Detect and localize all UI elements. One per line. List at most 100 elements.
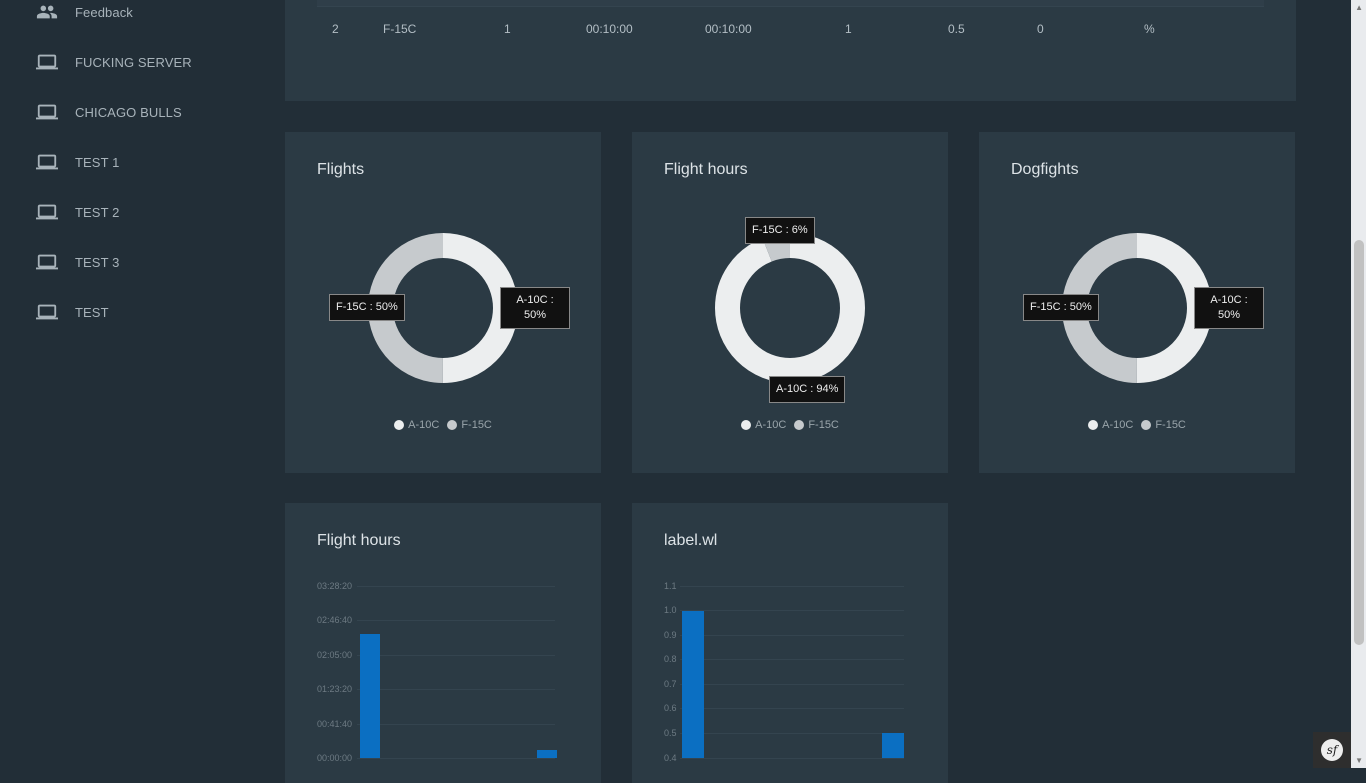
symfony-toolbar-toggle[interactable]: sf <box>1313 732 1351 768</box>
legend-label: F-15C <box>461 419 492 431</box>
card-title: Flights <box>317 161 365 178</box>
legend-item[interactable]: A-10C <box>741 419 786 431</box>
chart-tooltip: F-15C : 50% <box>329 294 405 321</box>
tooltip-line: 50% <box>523 309 547 321</box>
card-title: Flight hours <box>317 532 401 549</box>
table-cell: F-15C <box>383 22 417 36</box>
bar-f15c[interactable] <box>882 733 904 758</box>
y-tick-label: 1.1 <box>664 581 677 591</box>
y-tick-label: 0.6 <box>664 703 677 713</box>
dogfights-donut-card: Dogfights F-15C : 50% A-10C : 50% A-10C … <box>979 132 1295 473</box>
card-title: label.wl <box>664 532 718 549</box>
chart-tooltip: F-15C : 6% <box>745 217 815 244</box>
y-tick-label: 0.8 <box>664 654 677 664</box>
sidebar-item-fucking-server[interactable]: FUCKING SERVER <box>0 37 270 87</box>
legend-swatch <box>794 420 805 430</box>
legend-label: A-10C <box>1102 419 1134 431</box>
table-header-edge <box>317 0 1264 7</box>
gridline <box>357 620 555 621</box>
gridline <box>357 655 555 656</box>
sidebar-item-feedback[interactable]: Feedback <box>0 0 270 37</box>
sidebar-item-label: FUCKING SERVER <box>75 54 192 70</box>
gridline <box>357 724 555 725</box>
donut-slice-f15c[interactable] <box>715 233 865 383</box>
legend-item[interactable]: F-15C <box>1141 419 1186 431</box>
tooltip-line: A-10C : <box>1210 294 1248 306</box>
y-tick-label: 01:23:20 <box>317 684 353 694</box>
bar-f15c[interactable] <box>537 750 557 758</box>
y-tick-label: 00:00:00 <box>317 753 353 763</box>
legend-swatch <box>1088 420 1099 430</box>
flights-donut-card: Flights F-15C : 50% A-10C : 50% A-10C F-… <box>285 132 601 473</box>
legend-label: F-15C <box>1155 419 1186 431</box>
sidebar-item-label: TEST 2 <box>75 204 120 220</box>
y-tick-label: 00:41:40 <box>317 719 353 729</box>
chart-tooltip: A-10C : 94% <box>769 376 846 403</box>
legend-item[interactable]: A-10C <box>394 419 439 431</box>
sidebar-item-label: CHICAGO BULLS <box>75 104 182 120</box>
sidebar-item-label: TEST 1 <box>75 154 120 170</box>
sidebar-item-label: TEST 3 <box>75 254 120 270</box>
card-title: Dogfights <box>1011 161 1079 178</box>
gridline <box>680 586 904 587</box>
chart-tooltip: A-10C : 50% <box>500 287 570 329</box>
chart-legend: A-10C F-15C <box>632 419 948 431</box>
sidebar-item-test-1[interactable]: TEST 1 <box>0 137 270 187</box>
table-cell: 1 <box>845 22 852 36</box>
table-cell: 2 <box>332 22 339 36</box>
sidebar-item-test[interactable]: TEST <box>0 287 270 337</box>
scroll-down-arrow-icon[interactable]: ▼ <box>1355 756 1363 765</box>
scroll-up-arrow-icon[interactable]: ▲ <box>1355 3 1363 12</box>
flight-hours-bar-card: Flight hours 03:28:20 02:46:40 02:05:00 … <box>285 503 601 783</box>
sidebar-item-chicago-bulls[interactable]: CHICAGO BULLS <box>0 87 270 137</box>
flight-hours-donut-chart <box>715 233 865 383</box>
table-cell: 0.5 <box>948 22 965 36</box>
donut-slice-a10c[interactable] <box>715 233 865 383</box>
gridline <box>680 684 904 685</box>
legend-label: A-10C <box>755 419 787 431</box>
table-cell: 00:10:00 <box>586 22 633 36</box>
y-tick-label: 0.9 <box>664 630 677 640</box>
card-title: Flight hours <box>664 161 748 178</box>
sidebar-item-label: Feedback <box>75 4 133 20</box>
laptop-icon <box>36 204 58 220</box>
y-tick-label: 02:05:00 <box>317 650 353 660</box>
bar-a10c[interactable] <box>360 634 380 758</box>
y-tick-label: 1.0 <box>664 605 677 615</box>
symfony-logo-icon: sf <box>1321 739 1343 761</box>
legend-label: F-15C <box>808 419 839 431</box>
sidebar-item-test-2[interactable]: TEST 2 <box>0 187 270 237</box>
y-tick-label: 02:46:40 <box>317 615 353 625</box>
page-scrollbar[interactable]: ▲ ▼ <box>1351 0 1366 768</box>
legend-label: A-10C <box>408 419 440 431</box>
table-cell: 00:10:00 <box>705 22 752 36</box>
y-tick-label: 0.4 <box>664 753 677 763</box>
table-row: 2 F-15C 1 00:10:00 00:10:00 1 0.5 0 % <box>285 20 1296 40</box>
bar-a10c[interactable] <box>682 611 704 758</box>
flight-hours-donut-card: Flight hours F-15C : 6% A-10C : 94% A-10… <box>632 132 948 473</box>
scrollbar-thumb[interactable] <box>1354 240 1364 645</box>
chart-tooltip: F-15C : 50% <box>1023 294 1099 321</box>
sidebar: Feedback FUCKING SERVER CHICAGO BULLS TE… <box>0 0 270 768</box>
laptop-icon <box>36 54 58 70</box>
gridline <box>680 659 904 660</box>
gridline <box>357 689 555 690</box>
gridline <box>680 610 904 611</box>
legend-swatch <box>447 420 458 430</box>
chart-legend: A-10C F-15C <box>979 419 1295 431</box>
legend-item[interactable]: A-10C <box>1088 419 1133 431</box>
laptop-icon <box>36 304 58 320</box>
legend-swatch <box>1141 420 1152 430</box>
gridline <box>357 586 555 587</box>
chart-tooltip: A-10C : 50% <box>1194 287 1264 329</box>
table-cell: 0 <box>1037 22 1044 36</box>
gridline <box>680 733 904 734</box>
sidebar-item-label: TEST <box>75 304 109 320</box>
sidebar-item-test-3[interactable]: TEST 3 <box>0 237 270 287</box>
legend-item[interactable]: F-15C <box>447 419 492 431</box>
y-tick-label: 0.7 <box>664 679 677 689</box>
gridline <box>680 708 904 709</box>
table-cell: 1 <box>504 22 511 36</box>
legend-item[interactable]: F-15C <box>794 419 839 431</box>
gridline <box>357 758 555 759</box>
